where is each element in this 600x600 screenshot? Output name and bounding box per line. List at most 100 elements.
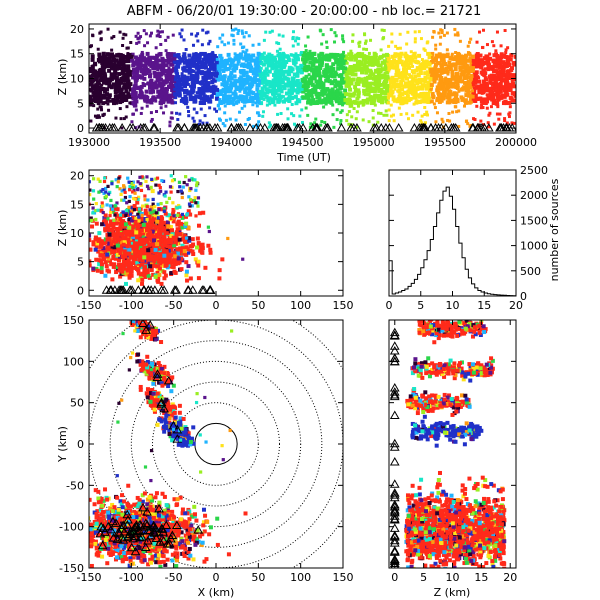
source-point: [114, 221, 119, 226]
source-point: [360, 67, 365, 72]
source-point: [439, 28, 443, 32]
source-point: [119, 96, 124, 101]
source-point: [198, 119, 202, 123]
source-point: [199, 249, 204, 254]
source-point: [254, 60, 259, 65]
source-point: [179, 35, 183, 39]
source-point: [503, 119, 507, 123]
source-point: [434, 47, 438, 51]
source-point: [236, 95, 241, 100]
source-point: [197, 211, 202, 216]
source-point: [409, 75, 413, 79]
source-point: [186, 209, 191, 214]
source-point: [89, 66, 91, 70]
source-point: [135, 41, 139, 45]
source-point: [239, 71, 243, 75]
source-point: [414, 68, 419, 73]
source-point: [423, 99, 428, 104]
source-point: [149, 82, 153, 86]
source-point: [394, 74, 398, 78]
source-point: [300, 57, 305, 62]
source-point: [281, 51, 285, 55]
source-point: [175, 222, 180, 227]
source-point: [191, 80, 195, 84]
source-point: [196, 68, 201, 73]
source-point: [258, 56, 263, 61]
source-point: [115, 264, 120, 269]
source-point: [270, 29, 274, 33]
source-point: [136, 31, 140, 35]
source-point: [161, 82, 166, 87]
source-point: [161, 226, 166, 231]
source-point: [387, 44, 391, 48]
source-point: [110, 228, 115, 233]
source-point: [423, 79, 428, 84]
source-point: [508, 111, 512, 115]
source-point: [377, 56, 382, 61]
source-point: [114, 116, 118, 120]
source-point: [198, 81, 202, 85]
source-point: [164, 231, 169, 236]
source-point: [149, 31, 153, 35]
source-point: [177, 83, 182, 88]
source-point: [436, 61, 440, 65]
source-point: [257, 101, 261, 105]
source-point: [373, 53, 378, 58]
source-point: [399, 51, 404, 56]
source-point: [375, 76, 380, 81]
source-point: [252, 124, 256, 128]
source-point: [369, 55, 374, 60]
source-point: [219, 63, 224, 68]
source-point: [247, 82, 252, 87]
source-point: [275, 49, 279, 53]
source-point: [363, 33, 367, 37]
x-tick-label: 194500: [282, 136, 324, 149]
source-point: [423, 63, 428, 68]
source-point: [504, 101, 509, 106]
source-point: [466, 51, 470, 55]
source-point: [271, 57, 275, 61]
source-point: [180, 237, 185, 242]
source-point: [314, 117, 318, 121]
source-point: [485, 93, 489, 97]
source-point: [140, 233, 145, 238]
source-point: [189, 74, 194, 79]
source-point: [336, 96, 340, 100]
source-point: [206, 88, 211, 93]
source-point: [334, 61, 338, 65]
source-point: [453, 66, 458, 71]
source-point: [239, 81, 243, 85]
source-point: [184, 240, 189, 245]
source-point: [196, 223, 201, 228]
source-point: [274, 66, 279, 71]
source-point: [342, 50, 346, 54]
source-point: [180, 28, 184, 32]
source-point: [445, 85, 450, 90]
source-point: [314, 79, 319, 84]
source-point: [132, 203, 137, 208]
source-point: [309, 102, 313, 106]
source-point: [342, 59, 347, 64]
source-point: [376, 70, 380, 74]
source-point: [341, 56, 346, 61]
source-point: [214, 71, 219, 76]
source-point: [359, 66, 363, 70]
source-point: [449, 63, 453, 67]
source-point: [159, 88, 164, 93]
source-point: [482, 56, 487, 61]
source-point: [220, 257, 225, 262]
source-point: [246, 65, 251, 70]
source-point: [168, 120, 172, 124]
station-triangle: [245, 123, 255, 132]
source-point: [437, 54, 442, 59]
source-point: [124, 73, 129, 78]
source-point: [180, 74, 185, 79]
source-point: [220, 75, 225, 80]
source-point: [115, 81, 119, 85]
source-point: [308, 81, 312, 85]
source-point: [239, 85, 243, 89]
source-point: [364, 70, 369, 75]
source-point: [293, 94, 298, 99]
source-point: [231, 58, 236, 63]
source-point: [420, 85, 425, 90]
